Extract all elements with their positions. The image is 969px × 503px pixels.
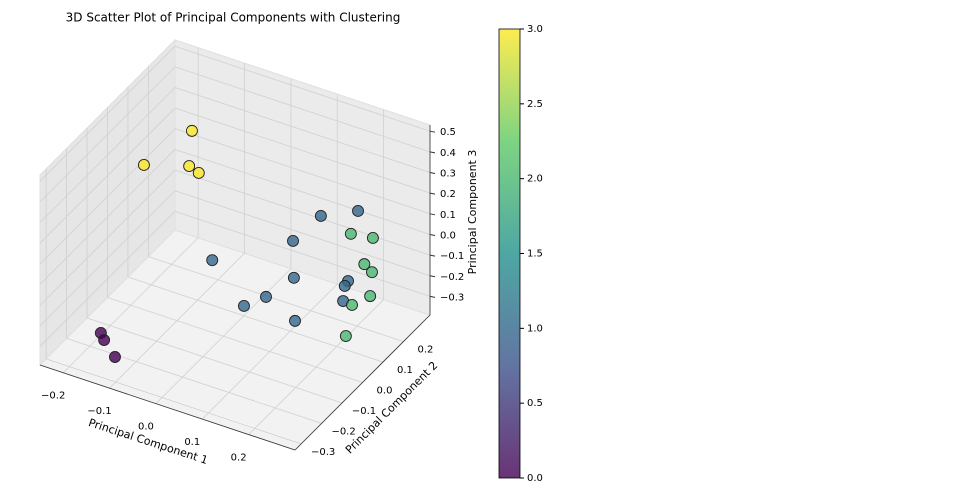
point bbox=[183, 160, 196, 173]
y-tick-label: −0.1 bbox=[352, 406, 376, 417]
grid-line bbox=[39, 149, 176, 285]
grid-line bbox=[174, 149, 431, 235]
colorbar-tick-label: 2.0 bbox=[527, 174, 543, 185]
z-tick bbox=[429, 233, 436, 236]
z-tick bbox=[429, 151, 436, 154]
point bbox=[289, 314, 301, 327]
point bbox=[366, 232, 379, 244]
x-tick-label: 0.0 bbox=[138, 422, 154, 433]
colorbar bbox=[498, 28, 521, 479]
y-tick-label: 0.2 bbox=[417, 345, 433, 356]
point bbox=[109, 351, 121, 363]
z-tick bbox=[429, 172, 436, 174]
point bbox=[352, 204, 364, 217]
z-tick-label: 0.1 bbox=[440, 210, 456, 221]
z-tick-label: 0.5 bbox=[440, 127, 456, 138]
colorbar-tick-label: 0.0 bbox=[527, 473, 543, 484]
point bbox=[206, 254, 219, 267]
colorbar-tick-label: 1.5 bbox=[527, 249, 543, 260]
grid-line bbox=[174, 66, 431, 153]
point bbox=[366, 266, 378, 279]
z-tick-label: −0.2 bbox=[440, 272, 464, 283]
z-tick-label: 0.0 bbox=[440, 230, 456, 241]
chart-title: 3D Scatter Plot of Principal Components … bbox=[66, 11, 401, 25]
z-tick-label: −0.1 bbox=[440, 251, 464, 262]
z-tick bbox=[429, 192, 436, 195]
z-tick-label: 0.4 bbox=[440, 148, 456, 159]
point bbox=[287, 271, 300, 284]
z-tick-label: 0.2 bbox=[440, 189, 456, 200]
point bbox=[137, 159, 150, 171]
point bbox=[339, 330, 352, 342]
z-tick bbox=[429, 295, 436, 298]
grid-line bbox=[46, 358, 302, 445]
colorbar-tick-label: 3.0 bbox=[527, 24, 543, 35]
grid-line bbox=[107, 297, 363, 383]
x-tick-label: 0.1 bbox=[184, 437, 200, 448]
x-tick-label: 0.2 bbox=[231, 453, 247, 464]
colorbar-tick-label: 2.5 bbox=[527, 99, 543, 110]
y-tick-label: −0.2 bbox=[331, 426, 355, 437]
x-axis-line bbox=[39, 364, 296, 451]
z-tick bbox=[429, 213, 436, 216]
grid-line bbox=[174, 211, 431, 297]
x-tick-label: −0.1 bbox=[87, 406, 111, 417]
grid-line bbox=[39, 190, 176, 327]
point bbox=[192, 167, 205, 179]
point bbox=[338, 280, 351, 292]
y-tick-label: 0.0 bbox=[377, 386, 393, 397]
panes bbox=[39, 38, 431, 451]
grid-line bbox=[39, 169, 176, 306]
point bbox=[98, 334, 111, 346]
z-tick bbox=[429, 275, 436, 278]
grid-line bbox=[174, 87, 431, 173]
z-tick bbox=[429, 130, 436, 133]
y-tick-label: 0.1 bbox=[397, 365, 413, 376]
z-tick-label: −0.3 bbox=[440, 292, 464, 303]
grid-line bbox=[174, 45, 431, 132]
grid-line bbox=[39, 107, 176, 244]
grid-line bbox=[66, 338, 322, 424]
grid-line bbox=[174, 107, 431, 194]
grid-line bbox=[39, 87, 176, 223]
grid-line bbox=[86, 317, 343, 404]
point bbox=[287, 235, 299, 247]
grid-line bbox=[127, 276, 384, 363]
grid-line bbox=[148, 256, 404, 342]
point bbox=[344, 227, 357, 240]
grid-line bbox=[39, 66, 176, 203]
grid-line bbox=[174, 128, 431, 215]
z-axis-label: Principal Component 3 bbox=[466, 150, 479, 275]
colorbar-tick-label: 0.5 bbox=[527, 398, 543, 409]
point bbox=[238, 300, 250, 312]
point bbox=[185, 124, 198, 137]
x-tick-label: −0.2 bbox=[41, 391, 65, 402]
z-tick bbox=[429, 254, 436, 257]
point bbox=[364, 290, 377, 303]
z-tick-label: 0.3 bbox=[440, 169, 456, 180]
point bbox=[346, 299, 358, 311]
grid-line bbox=[39, 128, 176, 265]
point bbox=[314, 209, 327, 222]
point bbox=[260, 290, 272, 303]
y-axis-line bbox=[294, 314, 431, 451]
point bbox=[358, 258, 371, 271]
grid-line bbox=[174, 190, 431, 277]
grid-line bbox=[174, 169, 431, 256]
colorbar-tick-label: 1.0 bbox=[527, 323, 543, 334]
grid-line bbox=[39, 211, 176, 347]
grid-line bbox=[39, 45, 176, 182]
y-tick-label: −0.3 bbox=[311, 447, 335, 458]
